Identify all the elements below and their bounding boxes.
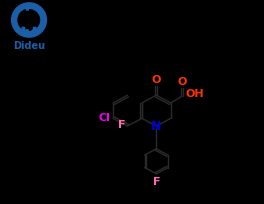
Circle shape xyxy=(12,3,46,37)
Text: OH: OH xyxy=(186,89,204,99)
Wedge shape xyxy=(14,4,29,36)
Circle shape xyxy=(18,10,40,30)
Text: Dideu: Dideu xyxy=(13,41,45,51)
Text: O: O xyxy=(177,77,186,87)
Text: N: N xyxy=(151,120,162,133)
Text: O: O xyxy=(152,74,161,84)
Text: Cl: Cl xyxy=(99,113,111,123)
Text: F: F xyxy=(117,120,125,130)
Wedge shape xyxy=(22,27,36,34)
Text: F: F xyxy=(153,177,160,187)
Wedge shape xyxy=(18,10,26,30)
